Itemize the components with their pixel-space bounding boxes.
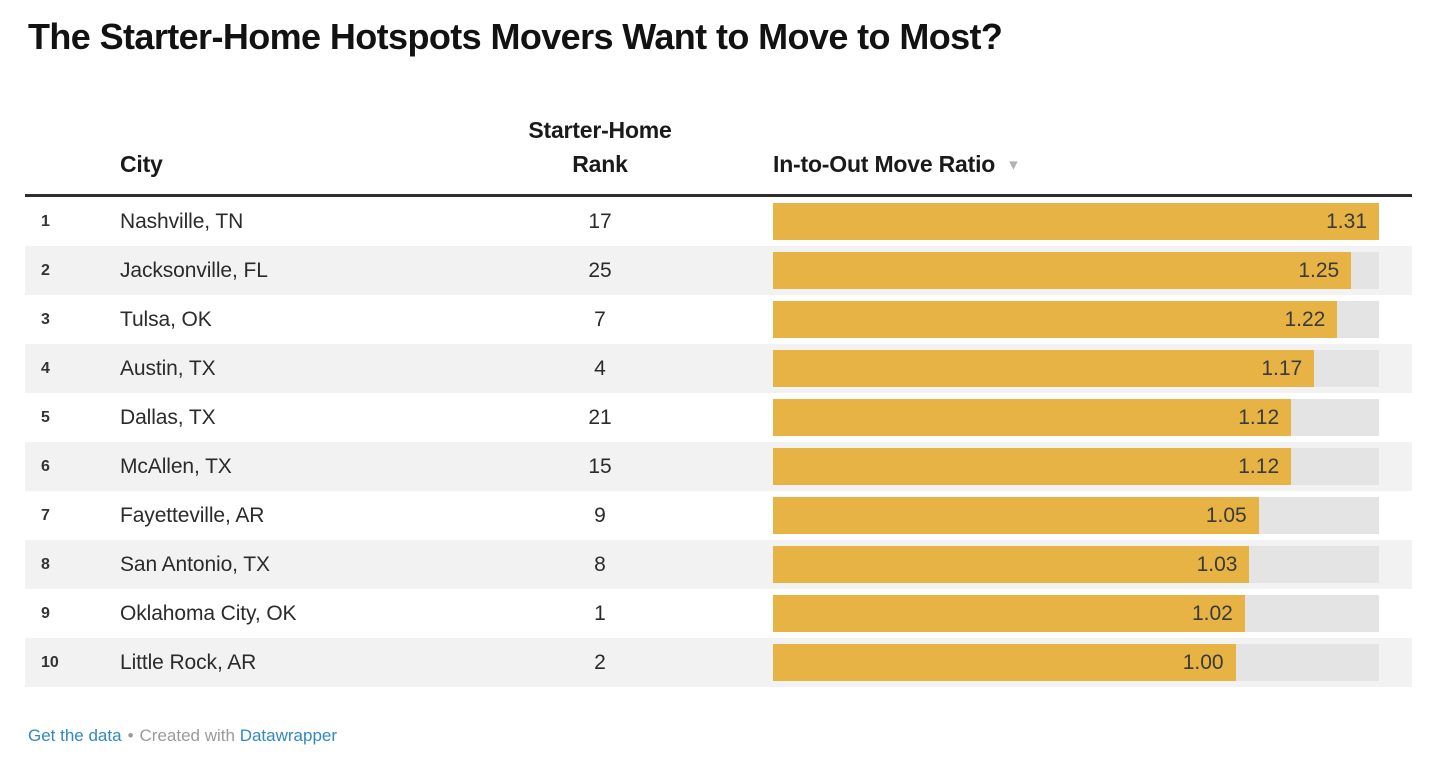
city-cell: Tulsa, OK: [120, 307, 212, 331]
bar-table: City Starter-Home Rank In-to-Out Move Ra…: [25, 105, 1412, 687]
column-header-city: City: [120, 150, 163, 177]
column-header-ratio-label: In-to-Out Move Ratio: [773, 150, 996, 177]
footer-separator: •: [127, 726, 134, 745]
row-index: 5: [41, 408, 50, 426]
ratio-bar-cell: 1.03: [745, 540, 1412, 589]
sort-desc-icon: ▾: [1009, 154, 1018, 174]
ratio-bar-track: 1.05: [773, 497, 1379, 534]
ratio-bar: 1.31: [773, 203, 1379, 240]
ratio-bar-track: 1.02: [773, 595, 1379, 632]
ratio-value-label: 1.17: [1261, 356, 1303, 380]
table-row: 2 Jacksonville, FL 25 1.25: [25, 246, 1412, 295]
ratio-value-label: 1.12: [1238, 405, 1280, 429]
ratio-value-label: 1.00: [1182, 650, 1224, 674]
row-index: 3: [41, 310, 50, 328]
row-index: 2: [41, 261, 50, 279]
rank-cell: 4: [594, 356, 606, 380]
city-cell: San Antonio, TX: [120, 552, 270, 576]
ratio-bar-cell: 1.31: [745, 197, 1412, 246]
ratio-bar-track: 1.00: [773, 644, 1379, 681]
rank-cell: 1: [594, 601, 606, 625]
city-cell: Little Rock, AR: [120, 650, 257, 674]
ratio-bar: 1.05: [773, 497, 1259, 534]
ratio-bar-track: 1.22: [773, 301, 1379, 338]
ratio-bar-cell: 1.12: [745, 442, 1412, 491]
column-header-ratio[interactable]: In-to-Out Move Ratio ▾: [745, 148, 1412, 181]
table-row: 9 Oklahoma City, OK 1 1.02: [25, 589, 1412, 638]
chart-title: The Starter-Home Hotspots Movers Want to…: [28, 16, 1003, 57]
ratio-bar: 1.12: [773, 399, 1292, 436]
ratio-value-label: 1.12: [1238, 454, 1280, 478]
ratio-bar: 1.22: [773, 301, 1338, 338]
ratio-bar-track: 1.31: [773, 203, 1379, 240]
table-row: 10 Little Rock, AR 2 1.00: [25, 638, 1412, 687]
ratio-bar: 1.03: [773, 546, 1250, 583]
ratio-bar-track: 1.12: [773, 399, 1379, 436]
rank-cell: 9: [594, 503, 606, 527]
ratio-bar-cell: 1.05: [745, 491, 1412, 540]
table-row: 7 Fayetteville, AR 9 1.05: [25, 491, 1412, 540]
ratio-bar: 1.02: [773, 595, 1245, 632]
ratio-value-label: 1.05: [1205, 503, 1247, 527]
table-row: 1 Nashville, TN 17 1.31: [25, 197, 1412, 246]
ratio-bar: 1.25: [773, 252, 1352, 289]
ratio-bar-cell: 1.22: [745, 295, 1412, 344]
table-row: 3 Tulsa, OK 7 1.22: [25, 295, 1412, 344]
ratio-bar-cell: 1.25: [745, 246, 1412, 295]
footer: Get the data • Created with Datawrapper: [28, 726, 337, 746]
rank-cell: 15: [588, 454, 612, 478]
city-cell: Austin, TX: [120, 356, 216, 380]
row-index: 10: [41, 653, 59, 671]
datawrapper-link[interactable]: Datawrapper: [239, 726, 338, 745]
rank-cell: 21: [588, 405, 612, 429]
ratio-bar-cell: 1.12: [745, 393, 1412, 442]
ratio-value-label: 1.03: [1196, 552, 1238, 576]
table-row: 8 San Antonio, TX 8 1.03: [25, 540, 1412, 589]
footer-created-with: Created with: [139, 726, 235, 745]
ratio-value-label: 1.25: [1298, 258, 1340, 282]
ratio-bar-cell: 1.17: [745, 344, 1412, 393]
row-index: 9: [41, 604, 50, 622]
row-index: 6: [41, 457, 50, 475]
table-row: 6 McAllen, TX 15 1.12: [25, 442, 1412, 491]
ratio-bar-track: 1.25: [773, 252, 1379, 289]
ratio-bar-track: 1.17: [773, 350, 1379, 387]
city-cell: Dallas, TX: [120, 405, 216, 429]
ratio-bar-cell: 1.00: [745, 638, 1412, 687]
table-header-row: City Starter-Home Rank In-to-Out Move Ra…: [25, 105, 1412, 197]
city-cell: Jacksonville, FL: [120, 258, 268, 282]
rank-cell: 25: [588, 258, 612, 282]
table-body: 1 Nashville, TN 17 1.31 2 Jacksonville, …: [25, 197, 1412, 687]
get-the-data-link[interactable]: Get the data: [28, 726, 122, 745]
rank-cell: 8: [594, 552, 606, 576]
rank-cell: 17: [588, 209, 612, 233]
ratio-bar: 1.17: [773, 350, 1315, 387]
city-cell: Nashville, TN: [120, 209, 244, 233]
ratio-bar: 1.12: [773, 448, 1292, 485]
rank-cell: 7: [594, 307, 606, 331]
row-index: 4: [41, 359, 50, 377]
ratio-value-label: 1.31: [1326, 209, 1367, 233]
ratio-bar-track: 1.12: [773, 448, 1379, 485]
ratio-bar: 1.00: [773, 644, 1236, 681]
table-row: 5 Dallas, TX 21 1.12: [25, 393, 1412, 442]
row-index: 7: [41, 506, 50, 524]
row-index: 1: [41, 212, 50, 230]
ratio-value-label: 1.02: [1191, 601, 1233, 625]
city-cell: Fayetteville, AR: [120, 503, 265, 527]
ratio-bar-track: 1.03: [773, 546, 1379, 583]
table-row: 4 Austin, TX 4 1.17: [25, 344, 1412, 393]
column-header-rank: Starter-Home Rank: [528, 117, 672, 177]
row-index: 8: [41, 555, 50, 573]
city-cell: McAllen, TX: [120, 454, 232, 478]
ratio-value-label: 1.22: [1284, 307, 1326, 331]
rank-cell: 2: [594, 650, 606, 674]
ratio-bar-cell: 1.02: [745, 589, 1412, 638]
city-cell: Oklahoma City, OK: [120, 601, 297, 625]
